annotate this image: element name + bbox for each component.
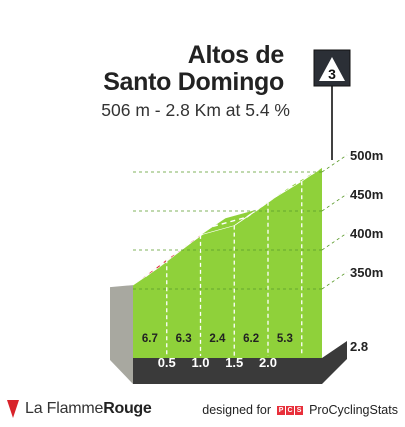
profile-front-face bbox=[133, 167, 322, 358]
gradient-label: 2.4 bbox=[209, 333, 226, 345]
elevation-tick-label: 400m bbox=[350, 226, 383, 241]
profile-side-face bbox=[110, 285, 133, 384]
mountain-icon bbox=[319, 57, 345, 81]
gradient-label: 6.3 bbox=[176, 333, 192, 345]
pcs-letter: C bbox=[286, 405, 295, 415]
elevation-grid-diagonal bbox=[321, 271, 348, 290]
pcs-letter: P bbox=[277, 405, 286, 415]
segment-center-dash-4 bbox=[280, 172, 315, 194]
distance-tick-label: 2.0 bbox=[259, 355, 277, 370]
gradient-label: 5.3 bbox=[277, 333, 293, 345]
climb-summary: 506 m - 2.8 Km at 5.4 % bbox=[101, 100, 290, 120]
gradient-label: 6.7 bbox=[142, 333, 158, 345]
category-label: 3 bbox=[328, 66, 336, 82]
profile-base bbox=[133, 341, 347, 384]
segment-center-dash-3 bbox=[246, 192, 281, 218]
climb-title-line1: Altos de bbox=[187, 41, 285, 69]
brand-text: La Flamme bbox=[25, 400, 104, 417]
segment-center-dash-0 bbox=[145, 250, 180, 278]
elevation-grid-diagonal bbox=[321, 232, 348, 251]
pcs-name: ProCyclingStats bbox=[309, 403, 398, 417]
category-badge: 3 bbox=[313, 49, 351, 160]
elevation-grid-diagonal bbox=[321, 154, 348, 173]
flamme-rouge-logo-icon bbox=[7, 400, 19, 418]
elevation-tick-label: 450m bbox=[350, 187, 383, 202]
climb-title-line2: Santo Domingo bbox=[103, 68, 284, 96]
designed-for-text: designed for bbox=[202, 403, 272, 417]
pcs-letter: S bbox=[295, 405, 304, 415]
gradient-label: 6.2 bbox=[243, 333, 259, 345]
segment-center-dash-1 bbox=[178, 225, 214, 252]
elevation-tick-label: 350m bbox=[350, 265, 383, 280]
distance-tick-label: 1.0 bbox=[191, 355, 209, 370]
end-distance-label: 2.8 bbox=[350, 339, 368, 354]
distance-tick-label: 0.5 bbox=[158, 355, 176, 370]
brand-text-bold: Rouge bbox=[103, 400, 152, 417]
elevation-grid-diagonal bbox=[321, 193, 348, 212]
pcs-logo-icon: P C S bbox=[277, 405, 304, 415]
segment-center-dash-2 bbox=[212, 216, 247, 228]
elevation-tick-label: 500m bbox=[350, 148, 383, 163]
pcs-credit: designed for P C S ProCyclingStats bbox=[202, 403, 398, 417]
la-flamme-rouge-brand: La Flamme Rouge bbox=[6, 399, 152, 419]
distance-tick-label: 1.5 bbox=[225, 355, 243, 370]
segment-center-dash-5 bbox=[313, 158, 335, 174]
